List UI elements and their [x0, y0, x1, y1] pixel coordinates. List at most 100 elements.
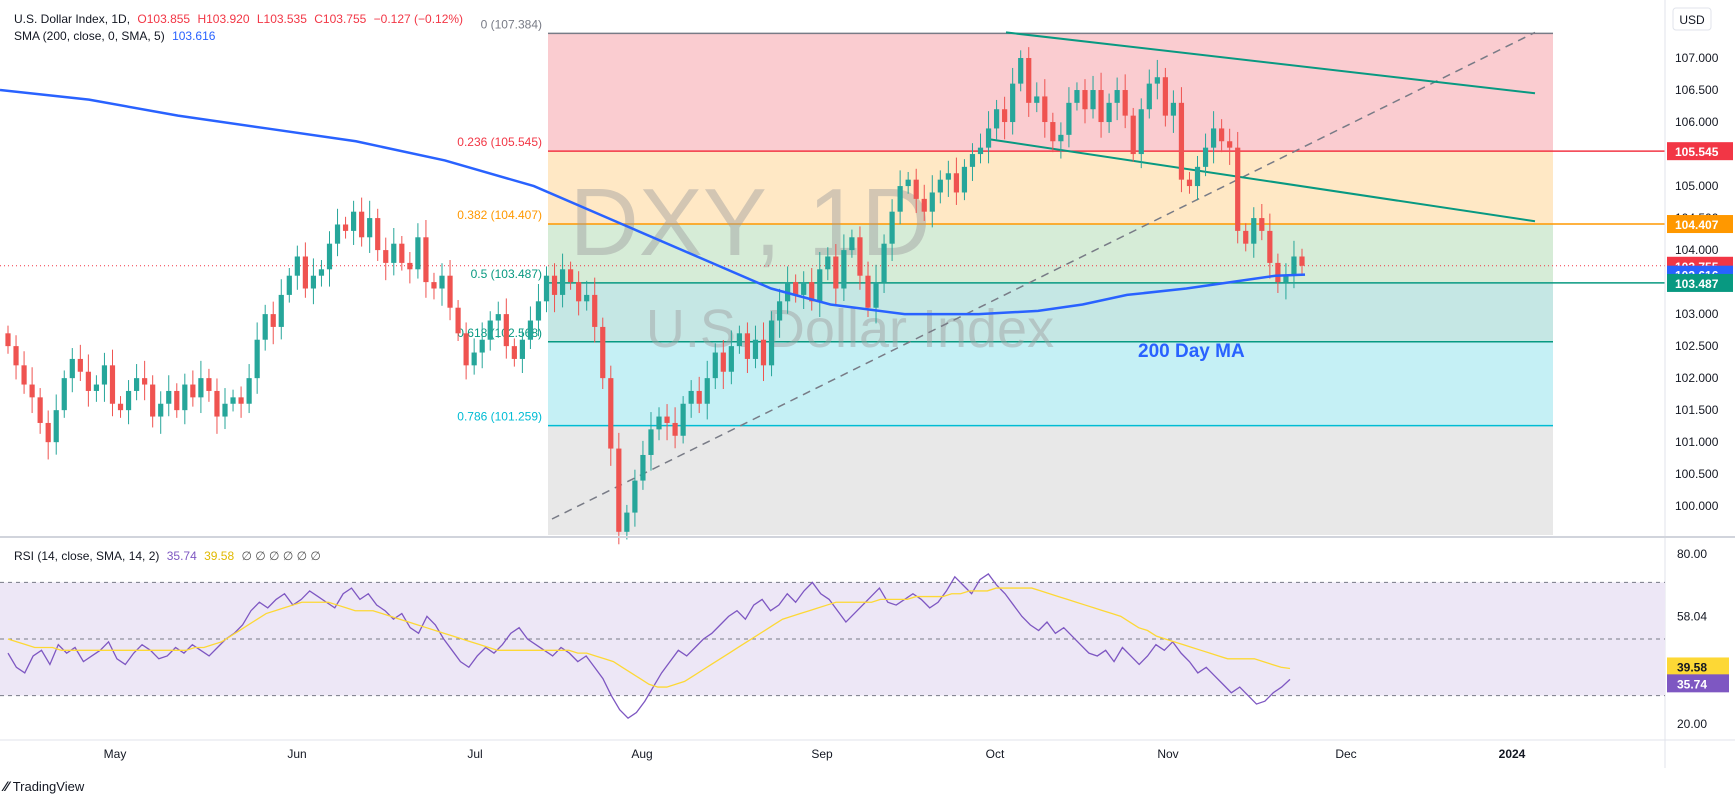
candle-body — [310, 275, 317, 289]
candle-body — [109, 365, 116, 404]
candle-body — [326, 243, 333, 270]
candle-body — [1002, 109, 1008, 123]
price-badge — [1667, 273, 1733, 292]
rsi-ma-line — [7, 587, 1291, 688]
candle-body — [1227, 141, 1233, 148]
candle-body — [77, 358, 83, 372]
candle-body — [519, 339, 525, 359]
candle-body — [1050, 122, 1056, 142]
candle-body — [399, 243, 405, 263]
currency-label: USD — [1679, 13, 1705, 27]
ohlc-close: C103.755 — [314, 12, 367, 26]
candle-body — [921, 198, 927, 212]
symbol-legend[interactable]: U.S. Dollar Index, 1D, O103.855 H103.920… — [14, 12, 467, 26]
time-tick: 2024 — [1499, 747, 1526, 761]
candle-body — [744, 333, 751, 359]
price-tick: 102.500 — [1675, 339, 1719, 353]
sma-value: 103.616 — [172, 29, 216, 43]
candle-body — [125, 390, 132, 411]
candle-body — [833, 256, 839, 289]
candle-body — [423, 237, 429, 283]
ohlc-open: O103.855 — [137, 12, 191, 26]
candle-body — [415, 237, 421, 270]
candle-body — [825, 256, 831, 270]
candle-body — [736, 333, 742, 347]
candle-body — [101, 365, 108, 385]
candle-body — [439, 275, 445, 289]
symbol-title: U.S. Dollar Index, 1D, — [14, 12, 131, 26]
tradingview-brand: TradingView — [12, 778, 85, 794]
candle-body — [254, 339, 260, 379]
candle-body — [1194, 166, 1201, 187]
candle-body — [696, 390, 702, 404]
candle-body — [624, 512, 630, 532]
fib-label-0.236: 0.236 (105.545) — [457, 135, 542, 149]
channel-lower-line — [989, 138, 1536, 223]
candle-body — [479, 339, 485, 353]
candle-body — [1122, 90, 1128, 116]
candle-body — [1170, 102, 1177, 116]
candle-body — [278, 294, 284, 327]
candle-body — [1082, 90, 1088, 110]
candle-body — [1034, 96, 1040, 103]
price-badge — [1667, 142, 1733, 161]
rsi-legend[interactable]: RSI (14, close, SMA, 14, 2) 35.74 39.58 … — [14, 549, 325, 563]
price-badge — [1667, 215, 1733, 234]
candle-body — [961, 166, 968, 193]
price-tick: 101.500 — [1675, 403, 1719, 417]
candle-body — [1275, 262, 1281, 283]
price-badge-label: 103.487 — [1675, 277, 1719, 291]
candle-body — [1154, 77, 1160, 84]
candle-body — [704, 378, 710, 404]
candle-body — [728, 346, 734, 372]
price-tick: 106.500 — [1675, 83, 1719, 97]
rsi-badge-label: 39.58 — [1677, 660, 1707, 674]
candle-body — [190, 384, 196, 398]
candle-body — [150, 384, 156, 417]
candle-body — [262, 314, 268, 340]
rsi-badge-label: 35.74 — [1677, 677, 1707, 691]
price-tick: 104.000 — [1675, 243, 1719, 257]
time-tick: Sep — [811, 747, 833, 761]
sma-legend[interactable]: SMA (200, close, 0, SMA, 5) 103.616 — [14, 29, 219, 43]
candle-body — [158, 403, 164, 417]
candle-body — [720, 352, 726, 372]
candle-body — [1210, 128, 1217, 148]
candle-body — [632, 480, 638, 513]
channel-upper-line — [1005, 31, 1536, 95]
candle-body — [865, 275, 871, 308]
candle-body — [680, 403, 686, 436]
candle-body — [206, 378, 212, 391]
dashed-trendline — [551, 31, 1536, 520]
candle-body — [953, 173, 959, 193]
candle-body — [53, 410, 59, 443]
candle-body — [342, 224, 349, 231]
candle-body — [142, 378, 148, 385]
candle-body — [535, 301, 542, 321]
candle-body — [1106, 102, 1112, 123]
candle-body — [351, 211, 357, 231]
candle-body — [1299, 256, 1305, 266]
candle-body — [897, 186, 903, 212]
candle-body — [592, 294, 598, 327]
time-tick: Nov — [1157, 747, 1178, 761]
candle-body — [5, 333, 11, 347]
candle-body — [166, 390, 172, 404]
candle-body — [672, 422, 678, 436]
tradingview-footer[interactable]: ⁄⁄ TradingView — [4, 778, 84, 794]
watermark-ticker: DXY, 1D — [569, 169, 930, 276]
candle-body — [61, 378, 67, 411]
fib-label-0.5: 0.5 (103.487) — [471, 267, 542, 281]
candle-body — [85, 371, 91, 391]
candle-body — [21, 365, 27, 385]
fib-label-0.786: 0.786 (101.259) — [457, 410, 542, 424]
candle-body — [752, 339, 759, 359]
price-tick: 100.500 — [1675, 467, 1719, 481]
candle-body — [214, 390, 220, 417]
candle-body — [1098, 90, 1104, 123]
rsi-tick: 20.00 — [1677, 717, 1707, 731]
candle-body — [447, 275, 453, 308]
candle-body — [117, 403, 124, 411]
candle-body — [841, 250, 847, 289]
